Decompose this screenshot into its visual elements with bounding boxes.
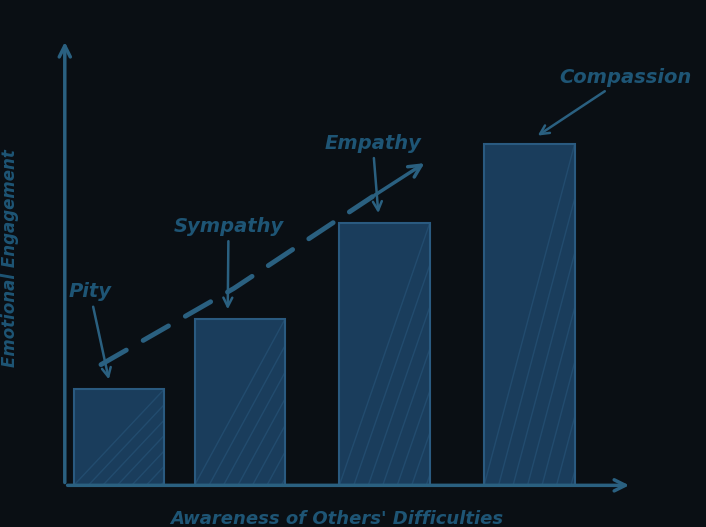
Text: Awareness of Others' Difficulties: Awareness of Others' Difficulties <box>169 510 503 527</box>
Text: Sympathy: Sympathy <box>174 217 284 307</box>
FancyBboxPatch shape <box>74 389 164 485</box>
Text: Pity: Pity <box>68 282 112 377</box>
FancyBboxPatch shape <box>340 223 430 485</box>
FancyBboxPatch shape <box>195 319 285 485</box>
Text: Compassion: Compassion <box>540 68 692 134</box>
FancyBboxPatch shape <box>484 144 575 485</box>
Text: Empathy: Empathy <box>324 133 421 210</box>
Text: Emotional Engagement: Emotional Engagement <box>1 149 20 367</box>
